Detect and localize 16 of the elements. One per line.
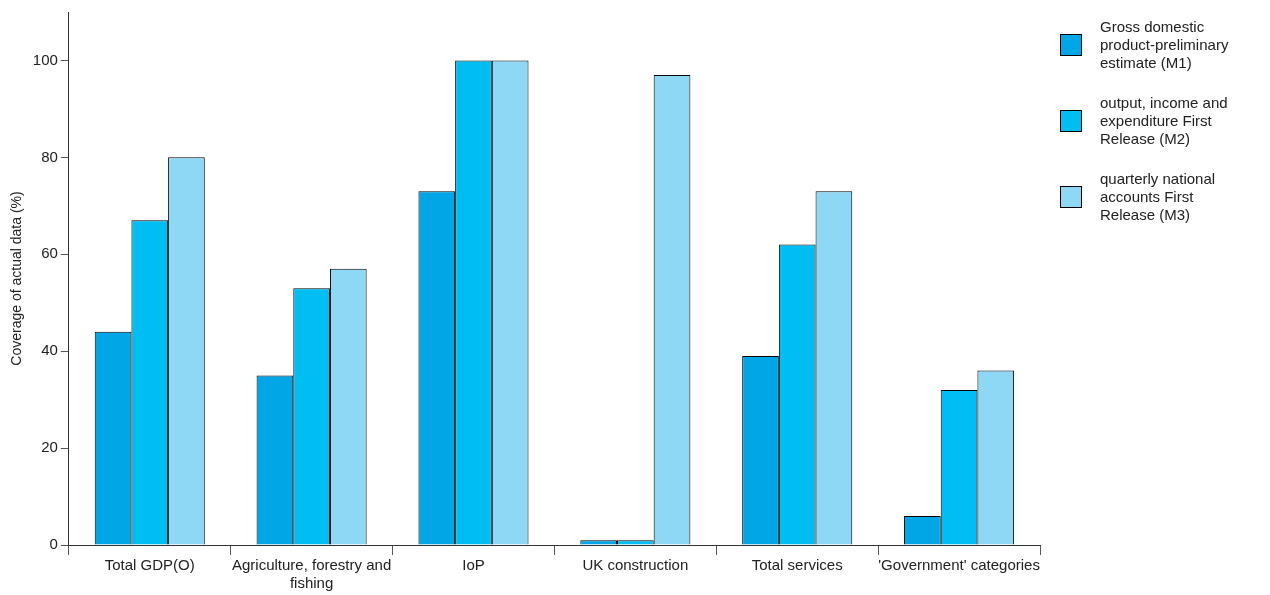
- y-tick-label: 0: [49, 535, 58, 553]
- y-tick-label: 40: [41, 341, 58, 359]
- y-axis-title: Coverage of actual data (%): [8, 191, 25, 366]
- legend-label: output, income and expenditure First Release (M2): [1100, 94, 1229, 148]
- x-tick-label: UK construction: [582, 556, 689, 574]
- y-tick-label: 20: [41, 438, 58, 456]
- y-tick-label: 100: [32, 50, 58, 68]
- legend-label: Gross domestic product-preliminary estimate (M1): [1100, 18, 1230, 72]
- x-tick-label: IoP: [462, 556, 485, 574]
- x-tick-label: 'Government' categories: [878, 556, 1040, 574]
- y-tick-label: 80: [41, 147, 58, 165]
- y-tick-label: 60: [41, 244, 58, 262]
- x-tick-label: Total services: [751, 556, 843, 574]
- legend-label: quarterly national accounts First Release (M3): [1100, 170, 1217, 224]
- x-tick-label: Agriculture, forestry and fishing: [232, 556, 392, 592]
- x-tick-label: Total GDP(O): [104, 556, 195, 574]
